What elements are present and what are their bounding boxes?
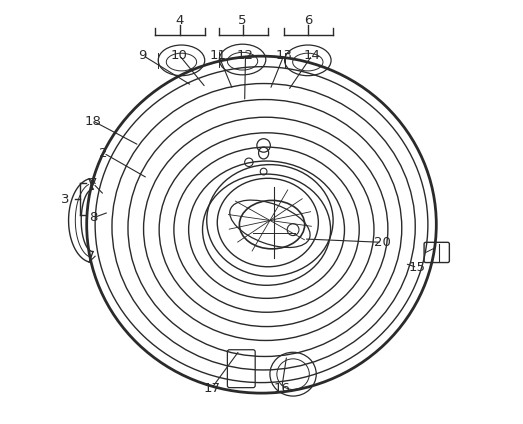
Text: 5: 5 bbox=[238, 14, 247, 27]
Text: 13: 13 bbox=[275, 49, 292, 62]
Text: 18: 18 bbox=[85, 114, 101, 128]
Text: 8: 8 bbox=[89, 212, 97, 224]
Text: 7: 7 bbox=[89, 177, 97, 190]
Text: 6: 6 bbox=[304, 14, 312, 27]
Text: 15: 15 bbox=[409, 261, 426, 274]
Text: 17: 17 bbox=[203, 382, 220, 395]
Text: 20: 20 bbox=[373, 236, 390, 249]
Text: 11: 11 bbox=[210, 49, 227, 62]
Text: 16: 16 bbox=[274, 382, 290, 395]
Text: 9: 9 bbox=[139, 49, 147, 62]
Text: 10: 10 bbox=[171, 49, 188, 62]
Text: 2: 2 bbox=[99, 147, 108, 159]
Text: 12: 12 bbox=[237, 49, 254, 62]
Text: 3: 3 bbox=[61, 193, 69, 206]
Text: 14: 14 bbox=[304, 49, 321, 62]
Text: 4: 4 bbox=[175, 14, 184, 27]
